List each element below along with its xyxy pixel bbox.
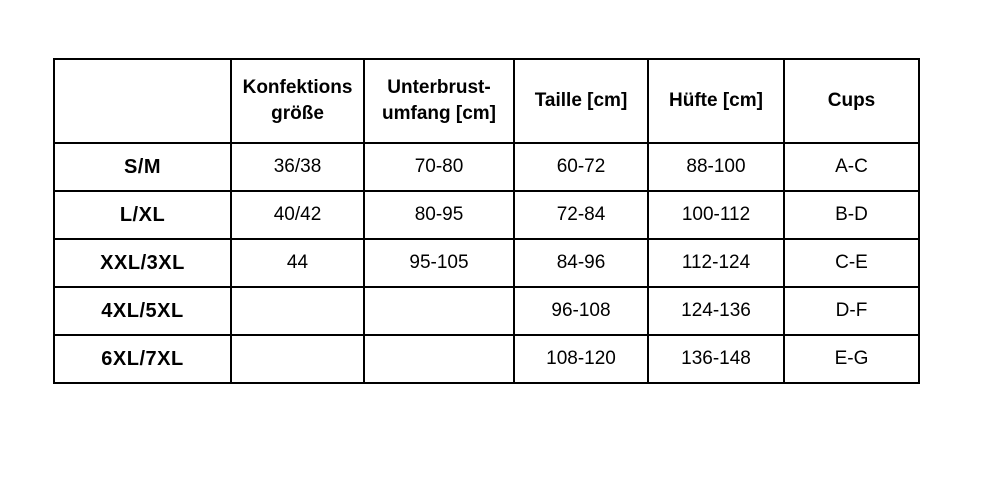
cell-unterbrustumfang: 70-80 <box>363 142 515 192</box>
cell-konfektionsgroesse: 40/42 <box>230 190 365 240</box>
row-label: XXL/3XL <box>53 238 232 288</box>
header-line: Konfektions <box>242 77 353 98</box>
header-huefte: Hüfte [cm] <box>647 58 785 144</box>
row-label: S/M <box>53 142 232 192</box>
header-taille: Taille [cm] <box>513 58 649 144</box>
table-row-xxl3xl: XXL/3XL 44 95-105 84-96 112-124 C-E <box>53 238 920 288</box>
cell-konfektionsgroesse <box>230 286 365 336</box>
header-blank <box>53 58 232 144</box>
cell-taille: 108-120 <box>513 334 649 384</box>
table-row-sm: S/M 36/38 70-80 60-72 88-100 A-C <box>53 142 920 192</box>
cell-cups: D-F <box>783 286 920 336</box>
cell-taille: 84-96 <box>513 238 649 288</box>
cell-unterbrustumfang: 95-105 <box>363 238 515 288</box>
cell-huefte: 136-148 <box>647 334 785 384</box>
cell-cups: C-E <box>783 238 920 288</box>
row-label: 6XL/7XL <box>53 334 232 384</box>
header-cups: Cups <box>783 58 920 144</box>
cell-konfektionsgroesse: 44 <box>230 238 365 288</box>
header-konfektionsgroesse: Konfektions größe <box>230 58 365 144</box>
cell-konfektionsgroesse: 36/38 <box>230 142 365 192</box>
table-row-6xl7xl: 6XL/7XL 108-120 136-148 E-G <box>53 334 920 384</box>
cell-unterbrustumfang <box>363 286 515 336</box>
cell-taille: 60-72 <box>513 142 649 192</box>
cell-taille: 96-108 <box>513 286 649 336</box>
row-label: 4XL/5XL <box>53 286 232 336</box>
cell-huefte: 88-100 <box>647 142 785 192</box>
table-row-lxl: L/XL 40/42 80-95 72-84 100-112 B-D <box>53 190 920 240</box>
cell-cups: B-D <box>783 190 920 240</box>
cell-unterbrustumfang: 80-95 <box>363 190 515 240</box>
cell-cups: E-G <box>783 334 920 384</box>
cell-unterbrustumfang <box>363 334 515 384</box>
cell-cups: A-C <box>783 142 920 192</box>
cell-huefte: 100-112 <box>647 190 785 240</box>
cell-huefte: 112-124 <box>647 238 785 288</box>
header-row: Konfektions größe Unterbrust- umfang [cm… <box>53 58 920 144</box>
header-line: größe <box>271 103 324 124</box>
size-chart-table: Konfektions größe Unterbrust- umfang [cm… <box>53 58 920 384</box>
cell-huefte: 124-136 <box>647 286 785 336</box>
header-line: Unterbrust- <box>387 77 491 98</box>
header-unterbrustumfang: Unterbrust- umfang [cm] <box>363 58 515 144</box>
header-line: umfang [cm] <box>382 103 496 124</box>
cell-taille: 72-84 <box>513 190 649 240</box>
row-label: L/XL <box>53 190 232 240</box>
table-row-4xl5xl: 4XL/5XL 96-108 124-136 D-F <box>53 286 920 336</box>
cell-konfektionsgroesse <box>230 334 365 384</box>
